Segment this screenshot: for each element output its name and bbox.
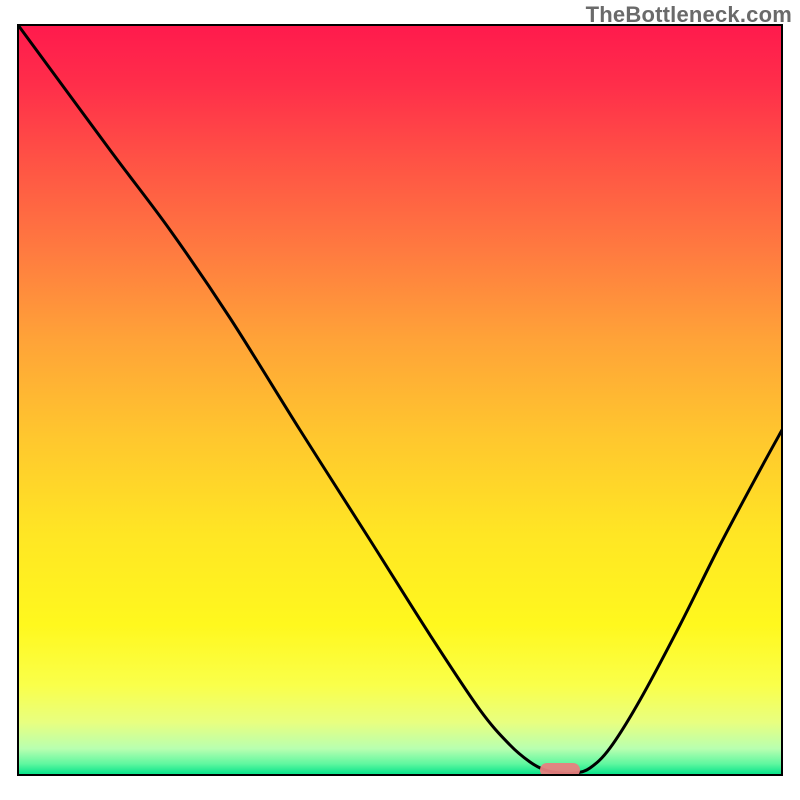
chart-container: TheBottleneck.com <box>0 0 800 800</box>
bottleneck-chart <box>0 0 800 800</box>
watermark-text: TheBottleneck.com <box>586 2 792 28</box>
gradient-background <box>18 25 782 775</box>
